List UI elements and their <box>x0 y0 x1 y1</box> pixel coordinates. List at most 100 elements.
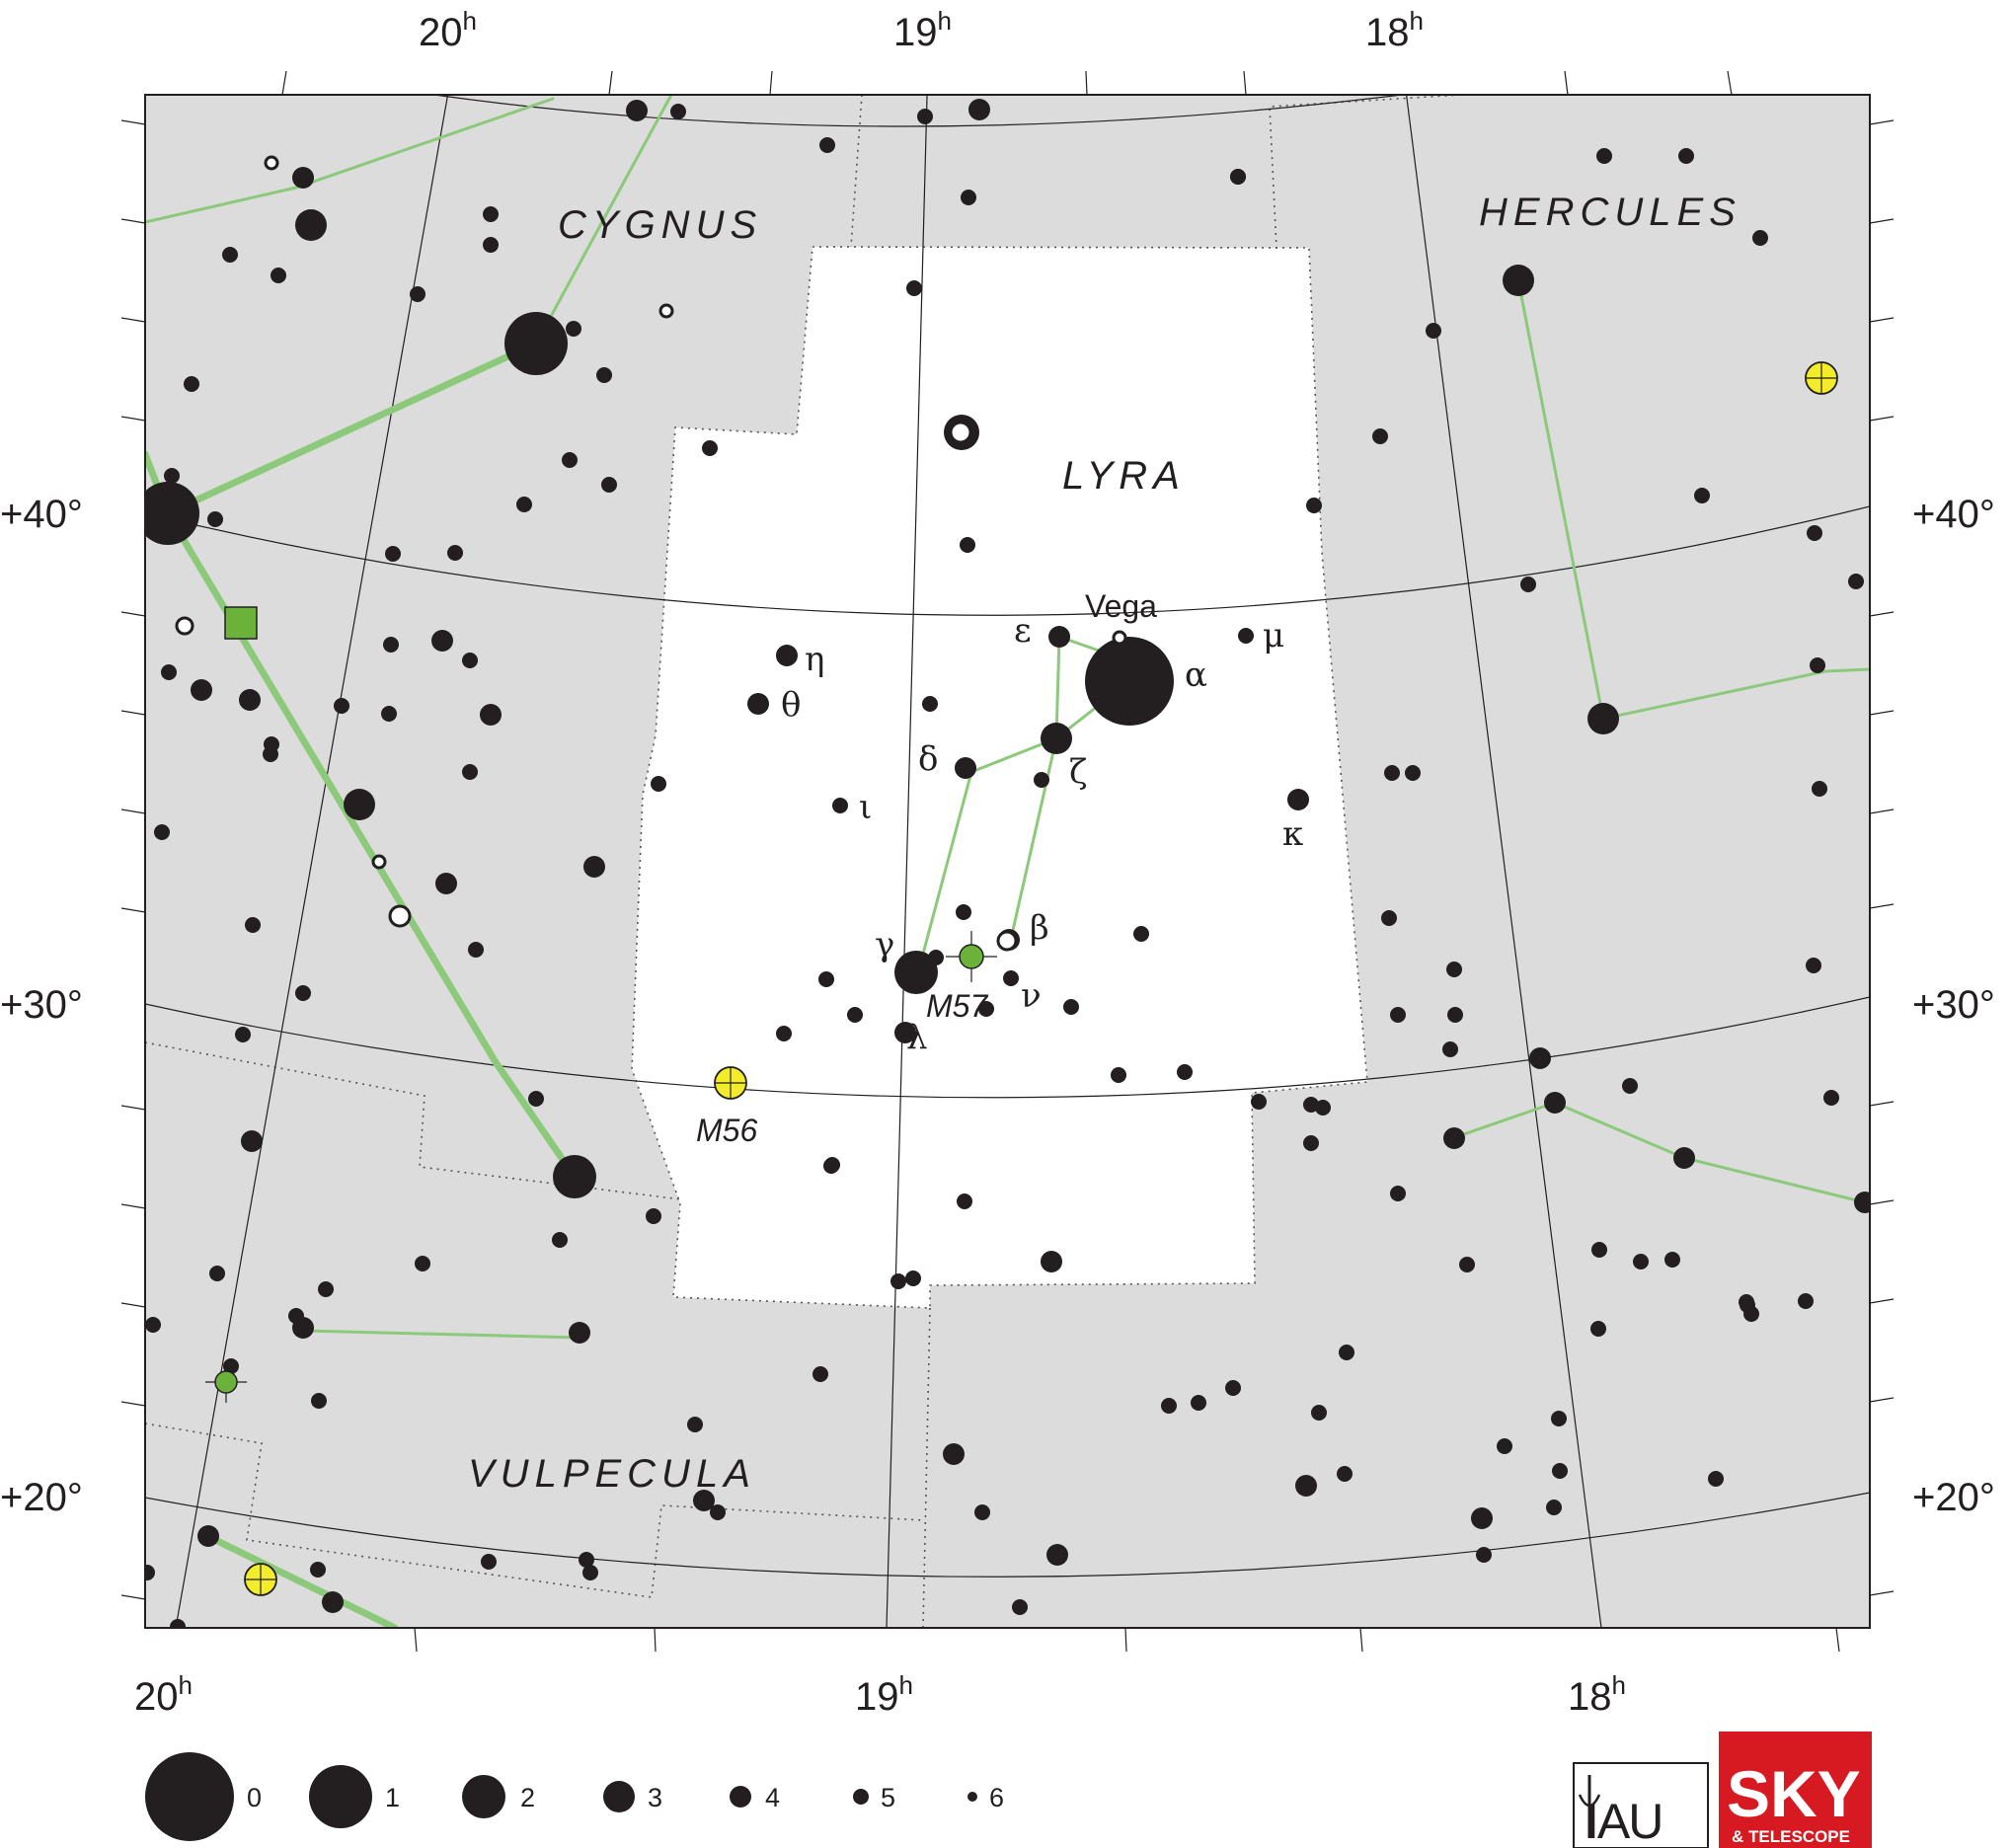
star <box>1823 1090 1839 1106</box>
star <box>311 1393 327 1409</box>
constellation-label-hercules: HERCULES <box>1479 191 1741 234</box>
m57-marker <box>946 931 997 982</box>
star <box>974 1504 990 1520</box>
dec-label-right-30: +30° <box>1912 983 1995 1027</box>
star <box>1405 765 1421 781</box>
star <box>1287 789 1309 810</box>
star-label-theta: θ <box>781 685 801 725</box>
iau-logo-text: IAU <box>1586 1794 1662 1848</box>
star <box>207 511 223 527</box>
star <box>819 137 835 153</box>
star <box>334 698 349 714</box>
star <box>1520 577 1536 592</box>
star <box>626 100 648 121</box>
dec-line-20 <box>145 1492 1870 1578</box>
star <box>1303 1097 1319 1113</box>
ra-label-top-19h: 19h <box>893 6 952 54</box>
star <box>295 209 327 241</box>
star <box>1752 230 1768 246</box>
star <box>483 206 499 222</box>
star <box>164 468 180 484</box>
variable-star <box>949 421 972 444</box>
ra-label-bottom-20h: 20h <box>134 1670 193 1719</box>
legend-label-4: 4 <box>765 1783 780 1812</box>
ra-label-top-20h: 20h <box>419 6 477 54</box>
variable-star <box>175 616 194 636</box>
star-label-alpha: α <box>1185 655 1207 695</box>
star <box>447 545 463 561</box>
star <box>1551 1411 1567 1426</box>
star <box>161 664 177 680</box>
label-m57: M57 <box>926 988 988 1024</box>
star <box>170 1619 186 1628</box>
star <box>562 452 578 468</box>
star <box>292 167 314 189</box>
star <box>553 1155 596 1198</box>
star <box>322 1591 344 1613</box>
legend-label-1: 1 <box>385 1783 400 1812</box>
star <box>1678 148 1694 164</box>
nebula-marker <box>205 1361 247 1403</box>
star <box>1447 1007 1463 1023</box>
legend-dot-1 <box>309 1765 372 1828</box>
star <box>462 653 478 668</box>
star <box>1063 999 1079 1015</box>
ra-line-19h <box>886 95 928 1628</box>
star <box>415 1256 430 1271</box>
star <box>1622 1078 1638 1094</box>
star <box>468 942 484 958</box>
sky-logo-text: SKY <box>1727 1757 1861 1830</box>
star <box>832 798 848 813</box>
dec-line-50 <box>433 95 1403 127</box>
star-label-eta: η <box>805 640 824 679</box>
star <box>646 1208 661 1224</box>
star <box>651 776 666 792</box>
star <box>1664 1252 1680 1268</box>
star <box>1111 1067 1126 1083</box>
star-label-lambda: λ <box>906 1018 928 1057</box>
ra-line-18h <box>1405 95 1602 1628</box>
star <box>223 1358 239 1374</box>
dec-line-30 <box>145 996 1870 1099</box>
cluster-marker <box>1805 361 1838 395</box>
star <box>955 757 976 779</box>
sky-logo-subtext: & TELESCOPE <box>1732 1827 1850 1846</box>
star <box>1311 1405 1327 1421</box>
star <box>687 1417 703 1432</box>
star <box>145 482 199 545</box>
star <box>145 1317 161 1333</box>
star <box>191 679 212 701</box>
star <box>1854 1192 1870 1213</box>
constellation-boundary <box>922 1307 931 1628</box>
star <box>1798 1293 1814 1309</box>
legend-dot-3 <box>603 1781 635 1812</box>
sky-telescope-logo: SKY & TELESCOPE <box>1719 1732 1872 1848</box>
star <box>1529 1047 1551 1069</box>
star <box>1315 1100 1331 1116</box>
star <box>702 440 718 456</box>
star <box>528 1091 544 1107</box>
star <box>1426 323 1441 339</box>
star <box>385 546 401 562</box>
star <box>1133 926 1149 942</box>
star <box>747 693 769 715</box>
star <box>1446 962 1462 977</box>
star <box>1046 1544 1068 1566</box>
star <box>596 367 612 383</box>
dec-label-right-20: +20° <box>1912 1476 1995 1519</box>
star <box>1546 1500 1562 1515</box>
star <box>481 1554 497 1570</box>
star <box>1587 703 1619 734</box>
star <box>1810 657 1825 673</box>
star <box>295 985 311 1001</box>
star <box>1443 1127 1465 1149</box>
legend-dot-5 <box>853 1789 869 1805</box>
constellation-label-lyra: LYRA <box>1062 454 1186 498</box>
star <box>1739 1294 1754 1310</box>
star <box>583 856 605 878</box>
star-label-epsilon: ε <box>1014 611 1032 651</box>
star <box>1633 1254 1649 1270</box>
star <box>344 789 375 820</box>
legend-label-3: 3 <box>648 1783 662 1812</box>
